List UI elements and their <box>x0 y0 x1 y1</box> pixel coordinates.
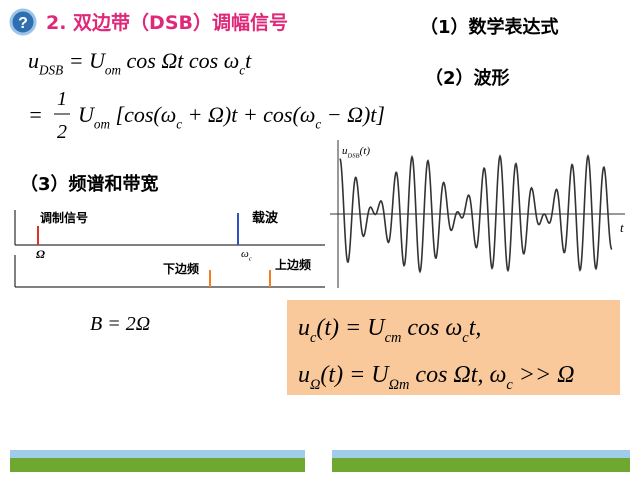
formula-part: ω <box>241 248 249 260</box>
section-heading: （2）波形 <box>425 67 510 89</box>
subscript: DSB <box>38 63 63 78</box>
denominator: 2 <box>57 121 67 143</box>
formula: Uom [cos(ωc + Ω)t + cos(ωc − Ω)t] <box>78 102 385 132</box>
formula-part: (t) = U <box>316 315 386 341</box>
subscript: c <box>506 377 513 393</box>
help-icon <box>9 8 37 36</box>
subscript: Ωm <box>389 377 410 393</box>
formula-part: [cos(ω <box>110 102 176 127</box>
formula-part: = U <box>63 48 107 73</box>
formula-part: + Ω)t + cos(ω <box>182 102 315 127</box>
title: 2. 双边带（DSB）调幅信号 <box>46 11 288 34</box>
subscript: Ω <box>310 377 320 393</box>
formula-part: cos Ωt cos ω <box>121 48 239 73</box>
formula-part: U <box>78 102 96 127</box>
subscript: c <box>249 255 252 262</box>
formula-part: cos Ωt, ω <box>409 362 506 388</box>
section-heading: （3）频谱和带宽 <box>20 173 159 195</box>
formula-part: t, <box>469 315 482 341</box>
spectrum-axes <box>14 210 325 288</box>
label: 下边频 <box>163 261 199 276</box>
formula: ωc <box>241 248 252 262</box>
section-heading: （1）数学表达式 <box>420 16 559 38</box>
subscript: om <box>94 117 110 132</box>
formula-box <box>287 300 620 395</box>
label: 上边频 <box>275 257 311 272</box>
formula-part: = <box>28 102 43 127</box>
formula: uΩ(t) = UΩm cos Ωt, ωc >> Ω <box>298 362 575 393</box>
waveform <box>339 153 613 274</box>
sky-strip <box>10 450 305 458</box>
label: 调制信号 <box>40 210 88 225</box>
footer-decoration <box>10 450 630 472</box>
formula-part: (t) <box>360 145 371 157</box>
label: 载波 <box>252 210 279 226</box>
subscript: c <box>462 330 469 346</box>
subscript: cm <box>385 330 402 346</box>
axis-label: t <box>620 220 624 235</box>
formula-part: u <box>28 48 39 73</box>
formula-part: >> Ω <box>513 362 575 388</box>
formula: uDSB = Uom cos Ωt cos ωct <box>28 48 252 78</box>
subscript: c <box>176 117 182 132</box>
label: Ω <box>36 247 45 261</box>
formula-part: cos ω <box>401 315 462 341</box>
formula-part: u <box>342 145 348 157</box>
subscript: DSB <box>347 152 360 159</box>
sky-strip <box>332 450 630 458</box>
formula-part: t <box>245 48 252 73</box>
formula-part: B = 2Ω <box>90 313 150 335</box>
subscript: c <box>239 63 245 78</box>
subscript: c <box>310 330 317 346</box>
subscript: om <box>105 63 121 78</box>
formula: B = 2Ω <box>90 313 150 335</box>
formula-part: − Ω)t] <box>321 102 385 127</box>
formula: uc(t) = Ucm cos ωct, <box>298 315 481 346</box>
formula-part: u <box>298 315 310 341</box>
icon-text: ? <box>18 15 28 32</box>
waveform-plot: t <box>330 140 625 288</box>
formula-part: u <box>298 362 310 388</box>
formula-part: (t) = U <box>320 362 390 388</box>
subscript: c <box>315 117 321 132</box>
numerator: 1 <box>57 88 67 110</box>
formula: uDSB(t) <box>342 145 370 159</box>
